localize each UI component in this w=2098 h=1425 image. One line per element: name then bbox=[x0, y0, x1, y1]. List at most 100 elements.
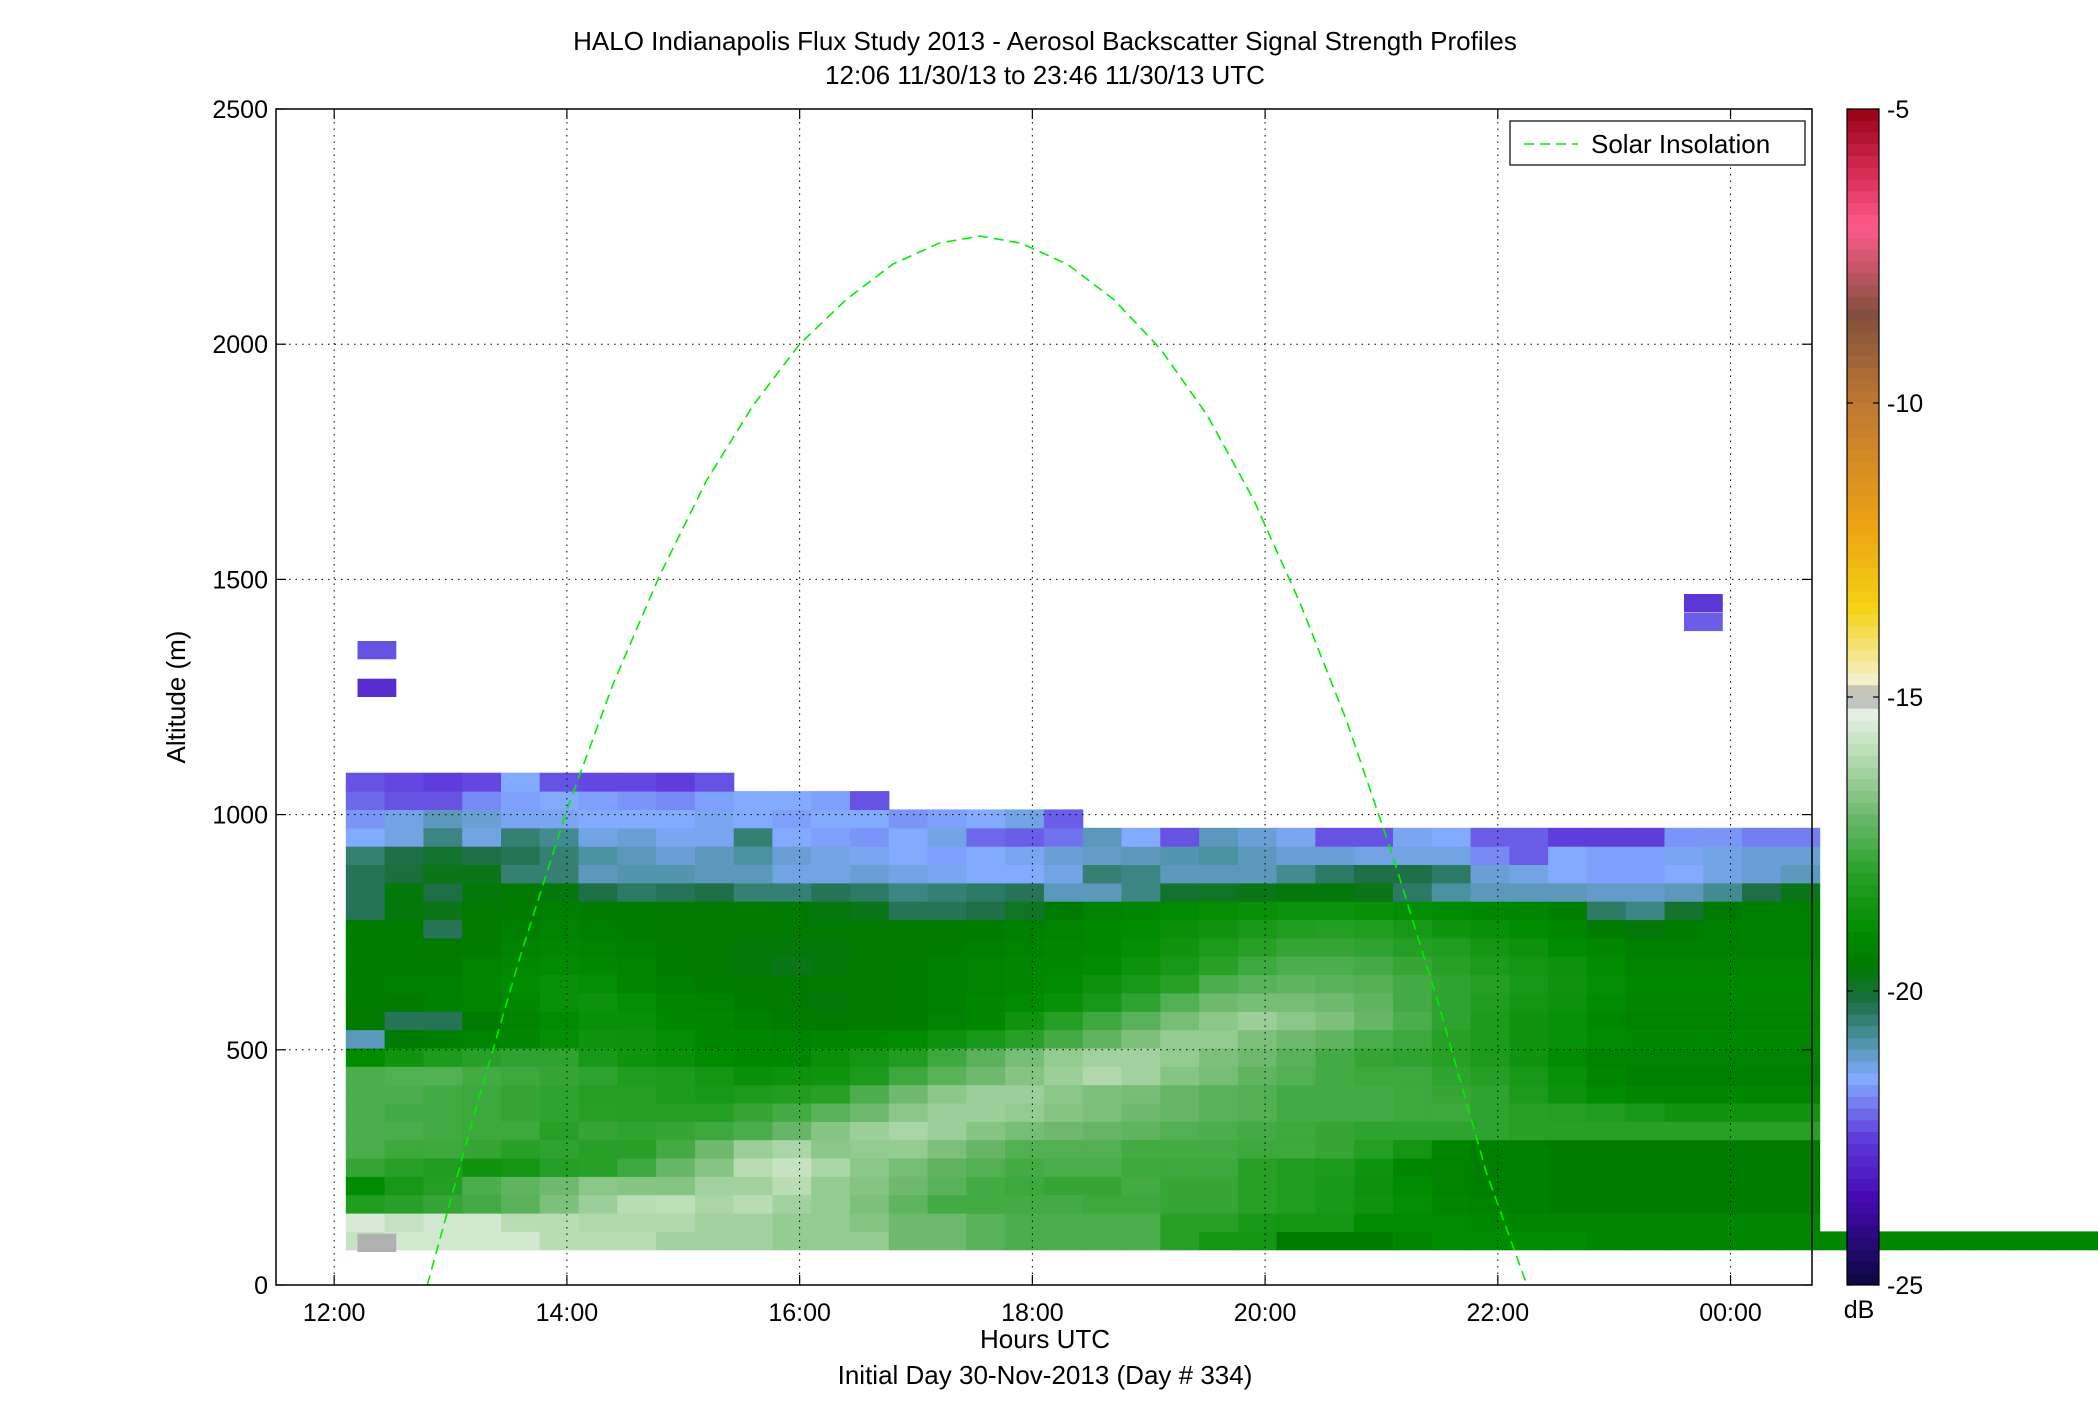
heatmap-cell bbox=[1703, 864, 1743, 884]
heatmap-cell bbox=[888, 1176, 929, 1196]
heatmap-cell bbox=[384, 827, 424, 847]
heatmap-cell bbox=[345, 937, 386, 957]
heatmap-cell bbox=[1199, 1194, 1239, 1214]
heatmap-cell bbox=[1315, 1047, 1355, 1067]
colorbar-segment bbox=[1847, 1249, 1879, 1262]
heatmap-cell bbox=[1354, 1121, 1394, 1141]
heatmap-cell bbox=[1393, 937, 1433, 957]
heatmap-cell bbox=[1431, 992, 1472, 1012]
heatmap-cell bbox=[462, 1103, 502, 1122]
heatmap-cell bbox=[1586, 1084, 1627, 1104]
heatmap-cell bbox=[1043, 1194, 1084, 1214]
heatmap-cell bbox=[539, 864, 580, 884]
heatmap-cell bbox=[850, 1139, 890, 1159]
heatmap-cell bbox=[1780, 1047, 1821, 1067]
heatmap-cell bbox=[1315, 1066, 1355, 1086]
heatmap-cell bbox=[1509, 1084, 1549, 1104]
heatmap-cell bbox=[1742, 1121, 1782, 1141]
heatmap-cell bbox=[501, 846, 541, 865]
heatmap-cell bbox=[927, 1213, 967, 1232]
heatmap-cell bbox=[1431, 974, 1472, 994]
heatmap-cell bbox=[888, 1213, 929, 1232]
heatmap-cell bbox=[1742, 901, 1782, 921]
heatmap-cell bbox=[1664, 1139, 1704, 1159]
heatmap-cell bbox=[927, 1066, 967, 1086]
heatmap-cell bbox=[384, 974, 424, 994]
heatmap-cell bbox=[656, 846, 696, 865]
heatmap-cell bbox=[1160, 1139, 1200, 1159]
heatmap-cell bbox=[1082, 1158, 1123, 1177]
heatmap-cell bbox=[1276, 1231, 1316, 1251]
heatmap-cell bbox=[1393, 1176, 1433, 1196]
x-axis-sublabel: Initial Day 30-Nov-2013 (Day # 334) bbox=[838, 1360, 1253, 1390]
heatmap-cell bbox=[656, 901, 696, 921]
colorbar-tick-label: -25 bbox=[1887, 1272, 1923, 1300]
heatmap-cell bbox=[1393, 1139, 1433, 1159]
heatmap-cell bbox=[1780, 1213, 1821, 1232]
heatmap-cell bbox=[966, 992, 1006, 1012]
heatmap-cell bbox=[1199, 919, 1239, 939]
heatmap-cell bbox=[1082, 937, 1123, 957]
heatmap-cell bbox=[345, 1194, 386, 1214]
heatmap-cell bbox=[1586, 1047, 1627, 1067]
heatmap-cell bbox=[1237, 937, 1278, 957]
heatmap-cell bbox=[617, 1011, 657, 1031]
heatmap-cell bbox=[1742, 882, 1782, 902]
heatmap-cell bbox=[1082, 1231, 1123, 1251]
heatmap-cell bbox=[656, 992, 696, 1012]
heatmap-cell bbox=[1780, 974, 1821, 994]
heatmap-cell bbox=[1742, 1011, 1782, 1031]
heatmap-cell bbox=[462, 1121, 502, 1141]
heatmap-cell bbox=[1315, 846, 1355, 865]
colorbar-segment bbox=[1847, 591, 1879, 604]
heatmap-cell bbox=[1043, 1121, 1084, 1141]
heatmap-cell bbox=[694, 864, 735, 884]
heatmap-cell bbox=[423, 1176, 463, 1196]
heatmap-cell bbox=[1431, 882, 1472, 902]
heatmap-cell bbox=[656, 1158, 696, 1177]
heatmap-cell bbox=[811, 1213, 851, 1232]
heatmap-cell bbox=[539, 772, 580, 792]
heatmap-cell bbox=[501, 1176, 541, 1196]
heatmap-cell bbox=[694, 901, 735, 921]
colorbar-segment bbox=[1847, 156, 1879, 169]
heatmap-cell bbox=[656, 1176, 696, 1196]
heatmap-cell bbox=[1082, 864, 1123, 884]
heatmap-cell bbox=[462, 772, 502, 792]
heatmap-cell bbox=[850, 956, 890, 976]
heatmap-cell bbox=[656, 1047, 696, 1067]
heatmap-cell bbox=[772, 937, 812, 957]
heatmap-cell bbox=[1005, 882, 1045, 902]
heatmap-cell bbox=[1703, 1029, 1743, 1049]
colorbar-tick-label: -10 bbox=[1887, 390, 1923, 418]
heatmap-cell bbox=[733, 1029, 774, 1049]
heatmap-cell bbox=[1431, 1011, 1472, 1031]
heatmap-cell bbox=[850, 901, 890, 921]
solar-layer bbox=[426, 235, 1528, 1286]
heatmap-cell bbox=[578, 1121, 618, 1141]
heatmap-cell bbox=[617, 791, 657, 810]
heatmap-cell bbox=[1703, 1176, 1743, 1196]
heatmap-cell bbox=[1470, 901, 1510, 921]
heatmap-cell bbox=[1509, 1011, 1549, 1031]
heatmap-cell bbox=[772, 791, 812, 810]
heatmap-cell bbox=[1082, 1029, 1123, 1049]
heatmap-cell bbox=[1548, 901, 1588, 921]
heatmap-cell bbox=[694, 772, 735, 792]
heatmap-cell bbox=[384, 1194, 424, 1214]
heatmap-cell bbox=[1276, 992, 1316, 1012]
heatmap-cell bbox=[1586, 956, 1627, 976]
heatmap-cell bbox=[1237, 919, 1278, 939]
heatmap-cell bbox=[617, 1103, 657, 1122]
heatmap-cell bbox=[656, 937, 696, 957]
heatmap-cell bbox=[1509, 882, 1549, 902]
heatmap-cell bbox=[850, 1066, 890, 1086]
heatmap-cell bbox=[1276, 864, 1316, 884]
colorbar-segment bbox=[1847, 403, 1879, 416]
heatmap-cell bbox=[1354, 901, 1394, 921]
heatmap-cell bbox=[927, 864, 967, 884]
heatmap-cell bbox=[501, 1139, 541, 1159]
heatmap-cell bbox=[384, 1047, 424, 1067]
heatmap-cell bbox=[966, 1011, 1006, 1031]
